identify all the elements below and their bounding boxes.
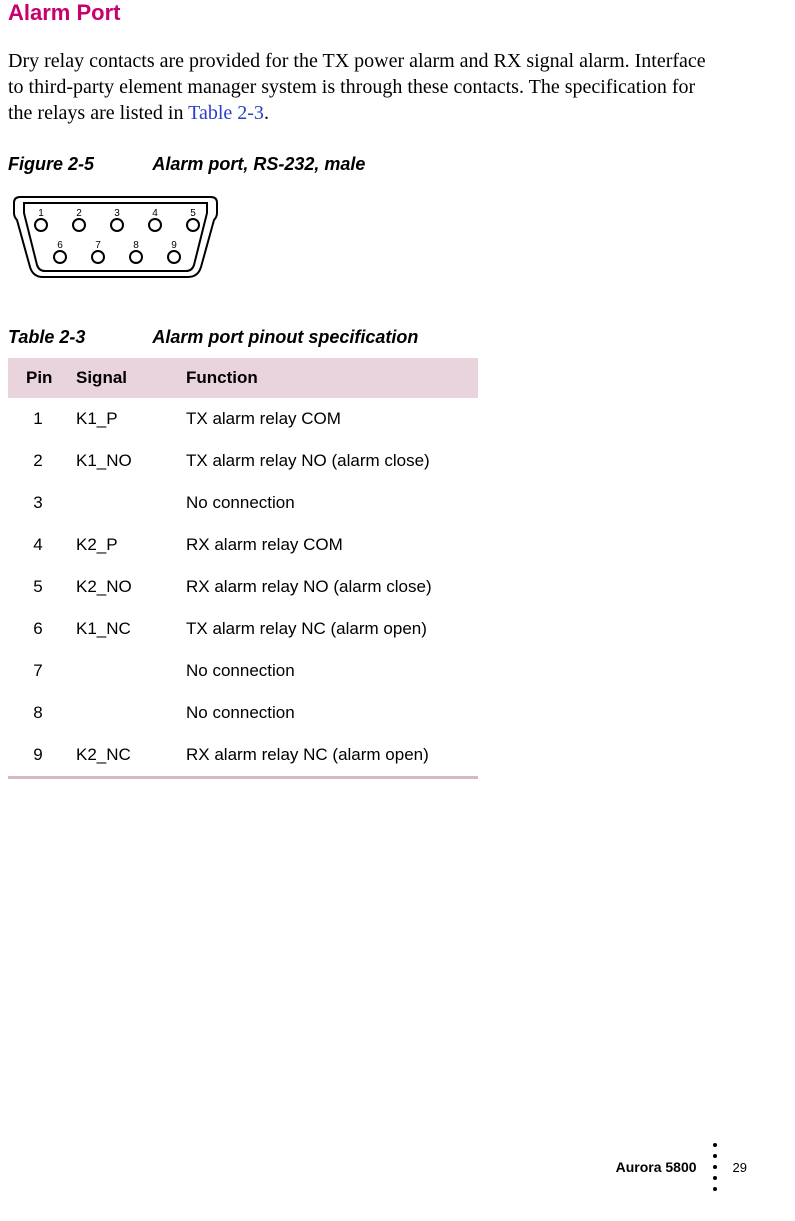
cell-function: No connection [178, 650, 478, 692]
table-number: Table 2-3 [8, 327, 148, 348]
connector-pin-label: 7 [95, 240, 101, 251]
db9-connector-diagram: 1 2 3 4 5 6 7 8 9 [8, 187, 223, 282]
footer-dot [713, 1187, 717, 1191]
connector-pin [35, 219, 47, 231]
table-row: 7 No connection [8, 650, 478, 692]
section-title: Alarm Port [8, 0, 715, 26]
connector-pin-label: 6 [57, 240, 63, 251]
cell-function: TX alarm relay NO (alarm close) [178, 440, 478, 482]
cell-function: RX alarm relay COM [178, 524, 478, 566]
connector-pin [73, 219, 85, 231]
cell-function: RX alarm relay NC (alarm open) [178, 734, 478, 776]
table-row: 6K1_NCTX alarm relay NC (alarm open) [8, 608, 478, 650]
connector-pin-label: 3 [114, 208, 120, 219]
cell-signal [68, 692, 178, 734]
cell-signal: K1_NC [68, 608, 178, 650]
footer-dot [713, 1143, 717, 1147]
cell-pin: 6 [8, 608, 68, 650]
col-header-pin: Pin [8, 358, 68, 398]
connector-pin [92, 251, 104, 263]
cell-signal: K2_NC [68, 734, 178, 776]
table-row: 3 No connection [8, 482, 478, 524]
intro-paragraph: Dry relay contacts are provided for the … [8, 48, 715, 126]
cell-pin: 7 [8, 650, 68, 692]
table-title: Alarm port pinout specification [152, 327, 418, 347]
table-row: 4K2_PRX alarm relay COM [8, 524, 478, 566]
cell-signal: K1_P [68, 398, 178, 440]
cell-pin: 3 [8, 482, 68, 524]
footer-dots-icon [713, 1143, 717, 1191]
footer-product-name: Aurora 5800 [616, 1159, 697, 1175]
intro-text-post: . [264, 102, 269, 124]
cell-function: TX alarm relay COM [178, 398, 478, 440]
connector-pin-label: 4 [152, 208, 158, 219]
cell-pin: 4 [8, 524, 68, 566]
figure-title: Alarm port, RS-232, male [152, 154, 365, 174]
pinout-table: Pin Signal Function 1K1_PTX alarm relay … [8, 358, 478, 776]
table-row: 9K2_NCRX alarm relay NC (alarm open) [8, 734, 478, 776]
table-row: 1K1_PTX alarm relay COM [8, 398, 478, 440]
cell-signal: K2_NO [68, 566, 178, 608]
col-header-signal: Signal [68, 358, 178, 398]
cell-function: No connection [178, 692, 478, 734]
cell-signal [68, 482, 178, 524]
cell-function: No connection [178, 482, 478, 524]
table-caption: Table 2-3 Alarm port pinout specificatio… [8, 327, 715, 348]
footer-dot [713, 1165, 717, 1169]
table-row: 5K2_NORX alarm relay NO (alarm close) [8, 566, 478, 608]
cell-signal [68, 650, 178, 692]
connector-pin [168, 251, 180, 263]
cell-pin: 2 [8, 440, 68, 482]
cell-pin: 5 [8, 566, 68, 608]
table-reference-link[interactable]: Table 2-3 [188, 102, 264, 124]
connector-pin [149, 219, 161, 231]
cell-pin: 8 [8, 692, 68, 734]
table-header-row: Pin Signal Function [8, 358, 478, 398]
connector-pin [187, 219, 199, 231]
intro-text-pre: Dry relay contacts are provided for the … [8, 50, 706, 124]
connector-pin [54, 251, 66, 263]
connector-pin-label: 5 [190, 208, 196, 219]
col-header-function: Function [178, 358, 478, 398]
figure-number: Figure 2-5 [8, 154, 148, 175]
table-row: 8 No connection [8, 692, 478, 734]
cell-function: TX alarm relay NC (alarm open) [178, 608, 478, 650]
connector-pin [111, 219, 123, 231]
cell-pin: 9 [8, 734, 68, 776]
cell-function: RX alarm relay NO (alarm close) [178, 566, 478, 608]
connector-pin [130, 251, 142, 263]
footer-page-number: 29 [733, 1160, 747, 1175]
connector-pin-label: 2 [76, 208, 82, 219]
figure-caption: Figure 2-5 Alarm port, RS-232, male [8, 154, 715, 175]
pinout-table-wrap: Pin Signal Function 1K1_PTX alarm relay … [8, 358, 478, 779]
connector-pin-label: 9 [171, 240, 177, 251]
cell-pin: 1 [8, 398, 68, 440]
connector-pin-label: 1 [38, 208, 44, 219]
page-footer: Aurora 5800 29 [616, 1143, 747, 1191]
cell-signal: K2_P [68, 524, 178, 566]
cell-signal: K1_NO [68, 440, 178, 482]
footer-dot [713, 1176, 717, 1180]
connector-pin-label: 8 [133, 240, 139, 251]
table-row: 2K1_NOTX alarm relay NO (alarm close) [8, 440, 478, 482]
footer-dot [713, 1154, 717, 1158]
